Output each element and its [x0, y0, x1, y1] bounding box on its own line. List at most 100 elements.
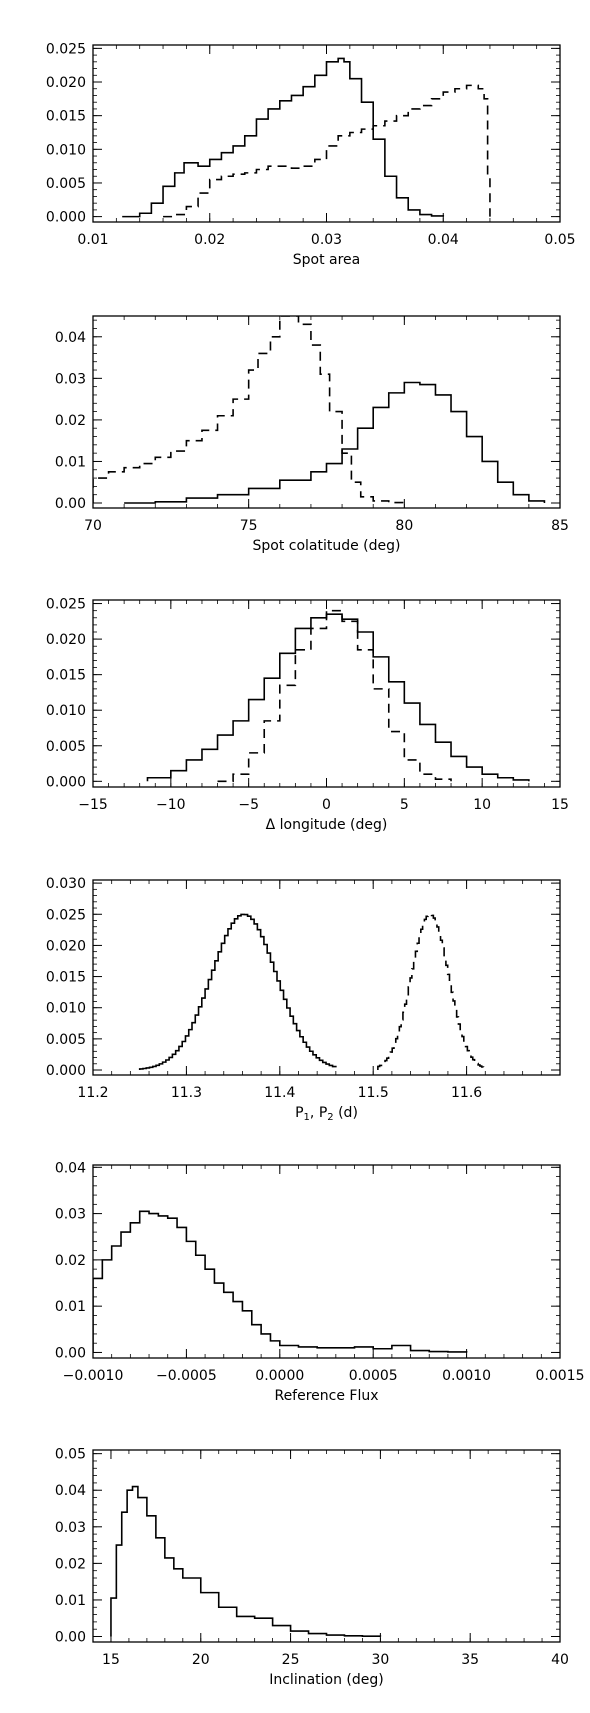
- x-tick-label: 0.01: [77, 232, 108, 248]
- y-tick-label: 0.01: [55, 1593, 86, 1609]
- x-tick-label: 11.5: [358, 1085, 389, 1101]
- y-tick-label: 0.000: [46, 774, 86, 790]
- x-tick-label: 40: [551, 1652, 569, 1668]
- x-tick-label: 0.0000: [255, 1368, 304, 1384]
- y-tick-label: 0.00: [55, 1345, 86, 1361]
- x-tick-label: 0.0005: [349, 1368, 398, 1384]
- x-tick-label: 0: [322, 797, 331, 813]
- chart-panel-4: 11.2 11.3 11.4 11.5 11.6 0.000 0.005 0.010 0.015…: [46, 876, 561, 1123]
- x-tick-label: 5: [400, 797, 409, 813]
- x-axis-label: Reference Flux: [274, 1388, 378, 1404]
- x-axis-label-part: P: [295, 1105, 303, 1121]
- y-tick-label: 0.02: [55, 1556, 86, 1572]
- x-axis-label-part: (d): [334, 1105, 358, 1121]
- y-tick-label: 0.020: [46, 632, 86, 648]
- y-tick-label: 0.00: [55, 1630, 86, 1646]
- chart-panel-2: 70 75 80 85 0.00 0.01 0.02 0.03 0.04 Spot colatit…: [55, 315, 569, 554]
- x-tick-label: 0.0010: [442, 1368, 491, 1384]
- series-1-solid-histogram: [122, 57, 445, 218]
- y-tick-label: 0.04: [55, 1483, 86, 1499]
- y-tick-label: 0.010: [46, 1001, 86, 1017]
- x-tick-label: −0.0010: [63, 1368, 124, 1384]
- y-tick-label: 0.015: [46, 970, 86, 986]
- y-tick-label: 0.015: [46, 109, 86, 125]
- x-axis-label: Inclination (deg): [269, 1672, 384, 1688]
- chart-panel-1: 0.01 0.02 0.03 0.04 0.05 0.000 0.005 0.010 0.015…: [46, 41, 576, 268]
- x-tick-label: −10: [156, 797, 186, 813]
- x-tick-label: 0.02: [194, 232, 225, 248]
- y-tick-label: 0.04: [55, 1160, 86, 1176]
- y-tick-label: 0.015: [46, 668, 86, 684]
- x-tick-label: 15: [551, 797, 569, 813]
- y-tick-label: 0.01: [55, 1299, 86, 1315]
- x-tick-label: −5: [238, 797, 259, 813]
- x-tick-label: 75: [240, 518, 258, 534]
- y-tick-label: 0.010: [46, 142, 86, 158]
- series-1-solid-histogram: [138, 913, 337, 1071]
- x-axis-label: Δ longitude (deg): [266, 817, 388, 833]
- y-tick-label: 0.020: [46, 938, 86, 954]
- series-2-dashed-histogram: [163, 84, 491, 218]
- y-tick-label: 0.000: [46, 1063, 86, 1079]
- y-tick-label: 0.00: [55, 496, 86, 512]
- x-tick-label: 11.4: [264, 1085, 295, 1101]
- y-tick-label: 0.05: [55, 1447, 86, 1463]
- y-tick-label: 0.02: [55, 413, 86, 429]
- x-tick-label: 0.04: [428, 232, 459, 248]
- y-tick-label: 0.005: [46, 739, 86, 755]
- y-tick-label: 0.03: [55, 1520, 86, 1536]
- plot-frame: [92, 879, 561, 1076]
- y-tick-label: 0.005: [46, 1032, 86, 1048]
- x-tick-label: 30: [371, 1652, 389, 1668]
- chart-panel-3: −15 −10 −5 0 5 10 15 0.000 0.005 0.010 0.015 0.020 0…: [46, 597, 569, 833]
- y-tick-label: 0.000: [46, 210, 86, 226]
- y-tick-label: 0.025: [46, 907, 86, 923]
- series-1-solid-histogram: [146, 613, 530, 782]
- chart-panel-5: −0.0010 −0.0005 0.0000 0.0005 0.0010 0.0015 0.…: [55, 1160, 585, 1404]
- x-tick-label: 0.05: [544, 232, 575, 248]
- series-2-solid-histogram: [124, 381, 546, 504]
- x-tick-label: 10: [473, 797, 491, 813]
- y-tick-label: 0.04: [55, 330, 86, 346]
- x-tick-label: 80: [395, 518, 413, 534]
- series-2-dashed-histogram: [217, 609, 452, 783]
- plot-frame: [92, 1164, 561, 1359]
- y-tick-label: 0.03: [55, 371, 86, 387]
- x-tick-label: 35: [461, 1652, 479, 1668]
- series-1-dashed-histogram: [93, 316, 406, 504]
- y-tick-label: 0.010: [46, 703, 86, 719]
- x-tick-label: 15: [102, 1652, 120, 1668]
- x-tick-label: 11.3: [171, 1085, 202, 1101]
- x-tick-label: −15: [78, 797, 108, 813]
- plot-frame: [92, 1449, 561, 1643]
- x-axis-label-part: , P: [310, 1105, 327, 1121]
- x-tick-label: 0.03: [311, 232, 342, 248]
- y-tick-label: 0.03: [55, 1207, 86, 1223]
- x-axis-label: Spot area: [293, 252, 361, 268]
- chart-panel-6: 15 20 25 30 35 40 0.00 0.01 0.02 0.03 0.04 0.05 Incl…: [55, 1447, 569, 1688]
- series-2-dashed-histogram: [377, 913, 487, 1071]
- x-axis-label-part: 2: [327, 1112, 333, 1123]
- y-tick-label: 0.025: [46, 41, 86, 57]
- x-tick-label: 11.6: [451, 1085, 482, 1101]
- y-tick-label: 0.01: [55, 454, 86, 470]
- y-tick-label: 0.02: [55, 1253, 86, 1269]
- y-tick-label: 0.005: [46, 176, 86, 192]
- y-tick-label: 0.020: [46, 75, 86, 91]
- x-tick-label: 11.2: [77, 1085, 108, 1101]
- x-axis-label: P1, P2 (d): [295, 1105, 358, 1123]
- x-tick-label: 25: [282, 1652, 300, 1668]
- x-tick-label: 20: [192, 1652, 210, 1668]
- x-tick-label: 0.0015: [536, 1368, 585, 1384]
- x-tick-label: 70: [84, 518, 102, 534]
- x-axis-label-part: 1: [304, 1112, 310, 1123]
- series-1-solid-histogram: [93, 1210, 468, 1353]
- x-tick-label: −0.0005: [156, 1368, 217, 1384]
- y-tick-label: 0.030: [46, 876, 86, 892]
- x-tick-label: 85: [551, 518, 569, 534]
- series-1-solid-histogram: [110, 1485, 382, 1637]
- x-axis-label: Spot colatitude (deg): [252, 538, 400, 554]
- y-tick-label: 0.025: [46, 597, 86, 613]
- plot-frame: [92, 315, 561, 509]
